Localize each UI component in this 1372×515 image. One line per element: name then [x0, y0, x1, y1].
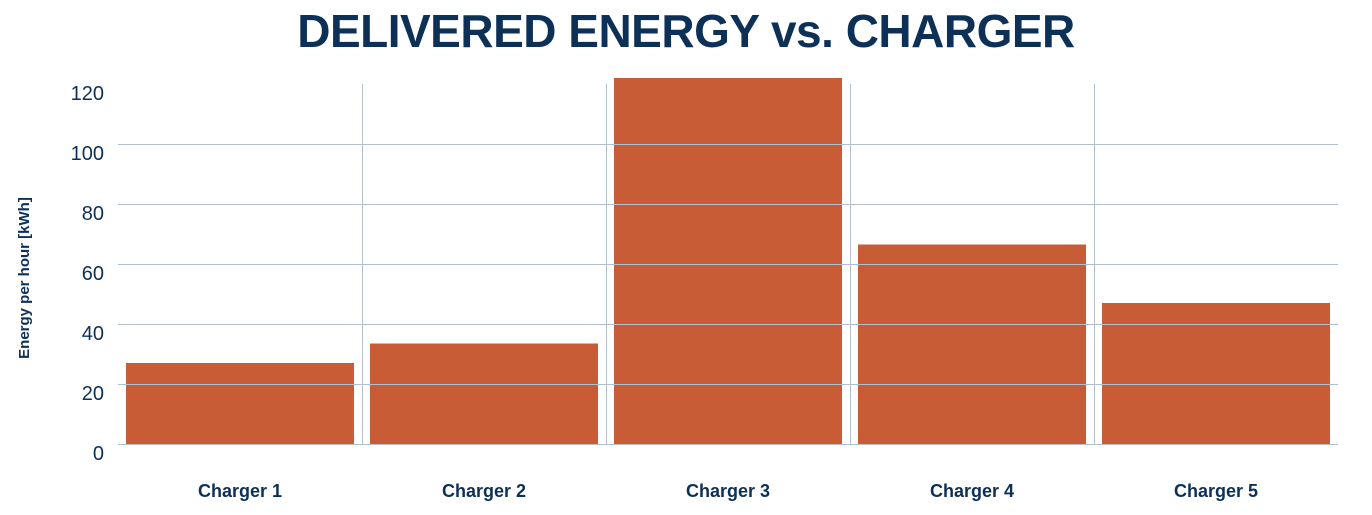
y-tick-label: 40	[82, 323, 104, 345]
y-tick-label: 100	[71, 143, 104, 165]
x-category-label: Charger 5	[1174, 481, 1258, 501]
bar-charger-2	[370, 343, 598, 444]
bar-charger-3	[614, 78, 842, 444]
y-axis-title: Energy per hour [kWh]	[16, 197, 33, 359]
bar-charger-1	[126, 363, 354, 444]
y-tick-label: 60	[82, 263, 104, 285]
y-axis-ticks: 0 20 40 60 80 100 120	[71, 83, 104, 465]
x-category-label: Charger 2	[442, 481, 526, 501]
bars	[126, 78, 1330, 444]
chart-title: DELIVERED ENERGY vs. CHARGER	[297, 5, 1075, 57]
y-tick-label: 0	[93, 443, 104, 465]
x-category-label: Charger 1	[198, 481, 282, 501]
bar-charger-5	[1102, 303, 1330, 444]
x-category-label: Charger 4	[930, 481, 1014, 501]
x-category-label: Charger 3	[686, 481, 770, 501]
x-axis-labels: Charger 1 Charger 2 Charger 3 Charger 4 Char…	[198, 481, 1258, 501]
bar-charger-4	[858, 244, 1086, 444]
y-tick-label: 20	[82, 383, 104, 405]
y-tick-label: 120	[71, 83, 104, 105]
y-tick-label: 80	[82, 203, 104, 225]
